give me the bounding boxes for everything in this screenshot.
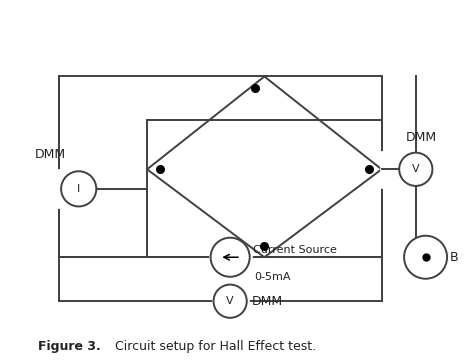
Text: V: V bbox=[412, 164, 419, 174]
Text: B: B bbox=[450, 251, 459, 264]
Text: Current Source: Current Source bbox=[253, 245, 337, 256]
Text: V: V bbox=[227, 296, 234, 306]
Text: DMM: DMM bbox=[252, 295, 283, 308]
Circle shape bbox=[61, 171, 96, 206]
Text: Figure 3.: Figure 3. bbox=[38, 340, 100, 353]
Circle shape bbox=[210, 238, 250, 277]
Circle shape bbox=[399, 153, 432, 186]
Text: DMM: DMM bbox=[35, 148, 66, 161]
Circle shape bbox=[214, 285, 247, 318]
Text: Circuit setup for Hall Effect test.: Circuit setup for Hall Effect test. bbox=[111, 340, 317, 353]
Text: I: I bbox=[77, 184, 80, 194]
Circle shape bbox=[404, 236, 447, 279]
Bar bbox=[147, 120, 382, 257]
Text: 0-5mA: 0-5mA bbox=[255, 272, 291, 282]
Text: DMM: DMM bbox=[406, 131, 437, 143]
Bar bbox=[59, 76, 382, 257]
